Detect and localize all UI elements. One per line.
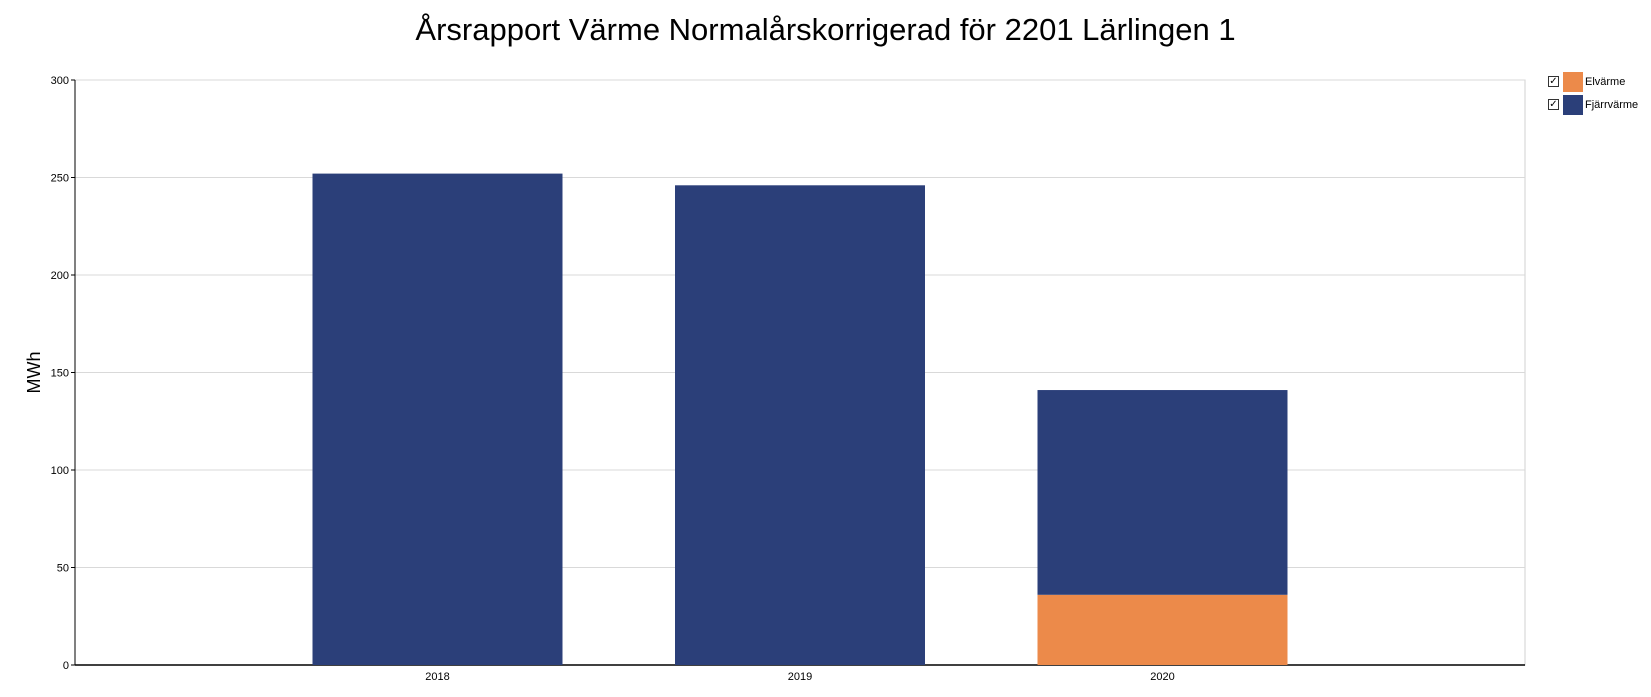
bar-2019-fjrrvrme[interactable] [675, 185, 925, 666]
legend: ✓ Elvärme ✓ Fjärrvärme [1548, 70, 1638, 116]
y-tick-label: 150 [51, 368, 69, 380]
y-tick-label: 300 [51, 75, 69, 87]
x-tick-label: 2020 [1150, 671, 1174, 683]
legend-label-fjarrvarme: Fjärrvärme [1585, 98, 1639, 111]
y-axis-label: MWh [24, 352, 44, 394]
y-tick-label: 50 [57, 563, 69, 575]
x-tick-label: 2018 [425, 671, 449, 683]
y-tick-label: 0 [63, 660, 69, 672]
y-tick-label: 100 [51, 465, 69, 477]
legend-swatch-elvarme [1563, 71, 1583, 92]
checkbox-checked-icon[interactable]: ✓ [1548, 98, 1559, 110]
checkbox-checked-icon[interactable]: ✓ [1548, 75, 1559, 87]
legend-swatch-fjarrvarme [1563, 94, 1583, 115]
bar-2020-fjrrvrme[interactable] [1037, 390, 1288, 595]
legend-item-fjarrvarme[interactable]: ✓ Fjärrvärme [1548, 93, 1638, 116]
chart-title: Årsrapport Värme Normalårskorrigerad för… [415, 12, 1236, 47]
x-tick-label: 2019 [788, 671, 812, 683]
legend-label-elvarme: Elvärme [1585, 75, 1626, 88]
y-tick-label: 200 [51, 270, 69, 282]
legend-item-elvarme[interactable]: ✓ Elvärme [1548, 70, 1638, 93]
bar-2020-elvrme[interactable] [1037, 594, 1288, 665]
bar-2018-fjrrvrme[interactable] [312, 173, 563, 665]
y-tick-label: 250 [51, 173, 69, 185]
